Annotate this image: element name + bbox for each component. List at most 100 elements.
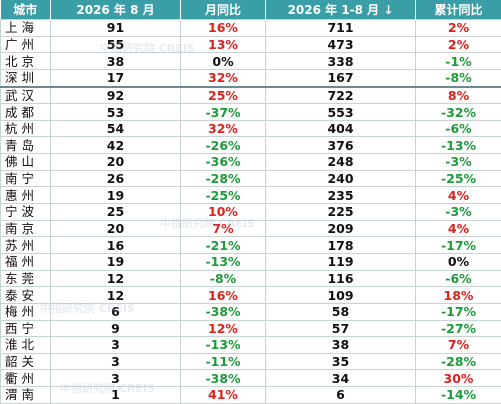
value-cell: 20: [51, 154, 181, 171]
value-cell: 225: [266, 204, 416, 221]
value-cell: 41%: [181, 387, 266, 404]
value-cell: -25%: [181, 187, 266, 204]
value-cell: -36%: [181, 154, 266, 171]
value-cell: -17%: [416, 237, 501, 254]
value-cell: 116: [266, 270, 416, 287]
value-cell: -8%: [181, 270, 266, 287]
value-cell: -6%: [416, 270, 501, 287]
city-cell: 杭州: [1, 120, 51, 137]
value-cell: 20: [51, 220, 181, 237]
value-cell: -13%: [181, 253, 266, 270]
value-cell: 19: [51, 253, 181, 270]
value-cell: 722: [266, 87, 416, 104]
value-cell: -13%: [416, 137, 501, 154]
value-cell: 119: [266, 253, 416, 270]
value-cell: 16: [51, 237, 181, 254]
value-cell: 3: [51, 370, 181, 387]
value-cell: -3%: [416, 204, 501, 221]
value-cell: 167: [266, 69, 416, 86]
column-header: 2026 年 8 月: [51, 0, 181, 20]
value-cell: 6: [51, 303, 181, 320]
value-cell: -38%: [181, 370, 266, 387]
value-cell: 248: [266, 154, 416, 171]
city-cell: 梅州: [1, 303, 51, 320]
value-cell: -26%: [181, 137, 266, 154]
city-cell: 武汉: [1, 87, 51, 104]
value-cell: 6: [266, 387, 416, 404]
value-cell: 26: [51, 170, 181, 187]
value-cell: 25: [51, 204, 181, 221]
column-header: 城市: [1, 0, 51, 20]
city-cell: 苏州: [1, 237, 51, 254]
city-cell: 淮北: [1, 337, 51, 354]
value-cell: 376: [266, 137, 416, 154]
value-cell: 473: [266, 36, 416, 53]
city-cell: 韶关: [1, 353, 51, 370]
column-header: 2026 年 1-8 月 ↓: [266, 0, 416, 20]
value-cell: -3%: [416, 154, 501, 171]
city-cell: 南京: [1, 220, 51, 237]
city-cell: 成都: [1, 104, 51, 121]
value-cell: 57: [266, 320, 416, 337]
value-cell: 92: [51, 87, 181, 104]
value-cell: 34: [266, 370, 416, 387]
value-cell: 2%: [416, 20, 501, 37]
value-cell: 42: [51, 137, 181, 154]
value-cell: -25%: [416, 170, 501, 187]
column-header: 累计同比: [416, 0, 501, 20]
value-cell: 13%: [181, 36, 266, 53]
value-cell: 16%: [181, 287, 266, 304]
city-cell: 福州: [1, 253, 51, 270]
value-cell: -38%: [181, 303, 266, 320]
value-cell: 0%: [416, 253, 501, 270]
value-cell: -13%: [181, 337, 266, 354]
column-header: 月同比: [181, 0, 266, 20]
value-cell: -1%: [416, 53, 501, 70]
value-cell: -28%: [181, 170, 266, 187]
city-cell: 西宁: [1, 320, 51, 337]
city-cell: 惠州: [1, 187, 51, 204]
value-cell: 1: [51, 387, 181, 404]
value-cell: 18%: [416, 287, 501, 304]
value-cell: 32%: [181, 120, 266, 137]
value-cell: 7%: [416, 337, 501, 354]
city-cell: 深圳: [1, 69, 51, 86]
city-cell: 南宁: [1, 170, 51, 187]
city-cell: 北京: [1, 53, 51, 70]
city-cell: 青岛: [1, 137, 51, 154]
value-cell: -11%: [181, 353, 266, 370]
value-cell: 2%: [416, 36, 501, 53]
value-cell: -21%: [181, 237, 266, 254]
value-cell: 55: [51, 36, 181, 53]
value-cell: 235: [266, 187, 416, 204]
value-cell: 58: [266, 303, 416, 320]
value-cell: 38: [51, 53, 181, 70]
city-cell: 东莞: [1, 270, 51, 287]
value-cell: 35: [266, 353, 416, 370]
value-cell: 30%: [416, 370, 501, 387]
value-cell: 17: [51, 69, 181, 86]
value-cell: 0%: [181, 53, 266, 70]
value-cell: -28%: [416, 353, 501, 370]
value-cell: 54: [51, 120, 181, 137]
value-cell: 10%: [181, 204, 266, 221]
value-cell: 3: [51, 337, 181, 354]
value-cell: 53: [51, 104, 181, 121]
